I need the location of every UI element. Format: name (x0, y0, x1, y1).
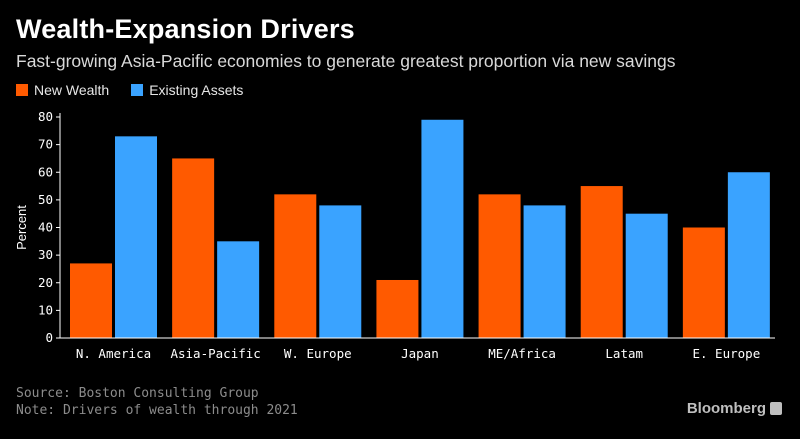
bar-existing-assets (421, 119, 464, 338)
x-tick-label: Japan (401, 346, 439, 361)
legend-label-existing-assets: Existing Assets (149, 82, 244, 98)
y-tick-label: 20 (38, 275, 53, 290)
legend: New Wealth Existing Assets (16, 82, 265, 98)
bloomberg-chart-icon (770, 402, 782, 415)
bar-existing-assets (115, 136, 157, 338)
x-tick-label: W. Europe (284, 346, 352, 361)
bar-existing-assets (523, 205, 566, 338)
bar-new-wealth (70, 263, 112, 338)
source-block: Source: Boston Consulting Group Note: Dr… (16, 385, 298, 419)
legend-swatch-existing-assets (131, 84, 144, 96)
bar-new-wealth (478, 194, 521, 338)
legend-item-new-wealth: New Wealth (16, 82, 109, 98)
x-tick-label: E. Europe (692, 346, 760, 361)
brand-text: Bloomberg (686, 400, 766, 417)
bar-existing-assets (625, 213, 668, 338)
bar-new-wealth (682, 227, 725, 338)
y-tick-label: 10 (38, 302, 53, 317)
chart-title: Wealth-Expansion Drivers (16, 14, 355, 44)
y-axis-label: Percent (14, 205, 29, 250)
bar-existing-assets (319, 205, 362, 338)
bar-new-wealth (274, 194, 317, 338)
x-tick-label: ME/Africa (488, 346, 556, 361)
note-text: Note: Drivers of wealth through 2021 (16, 403, 298, 418)
legend-swatch-new-wealth (16, 84, 28, 96)
bar-new-wealth (376, 279, 419, 338)
bloomberg-logo: Bloomberg (687, 400, 782, 417)
y-tick-label: 80 (38, 109, 53, 124)
y-tick-label: 0 (45, 330, 53, 345)
y-tick-label: 50 (38, 192, 53, 207)
bar-new-wealth (172, 158, 215, 338)
x-tick-label: Latam (605, 346, 643, 361)
y-tick-label: 40 (38, 220, 53, 235)
chart-subtitle: Fast-growing Asia-Pacific economies to g… (16, 51, 676, 71)
legend-label-new-wealth: New Wealth (34, 82, 110, 98)
x-tick-label: N. America (76, 346, 151, 361)
bar-existing-assets (727, 172, 770, 338)
source-text: Source: Boston Consulting Group (16, 386, 259, 401)
legend-item-existing-assets: Existing Assets (131, 82, 243, 98)
y-tick-label: 30 (38, 247, 53, 262)
y-tick-label: 70 (38, 137, 53, 152)
bar-new-wealth (580, 186, 623, 338)
x-tick-label: Asia-Pacific (170, 346, 260, 361)
bar-existing-assets (217, 241, 260, 338)
y-tick-label: 60 (38, 164, 53, 179)
